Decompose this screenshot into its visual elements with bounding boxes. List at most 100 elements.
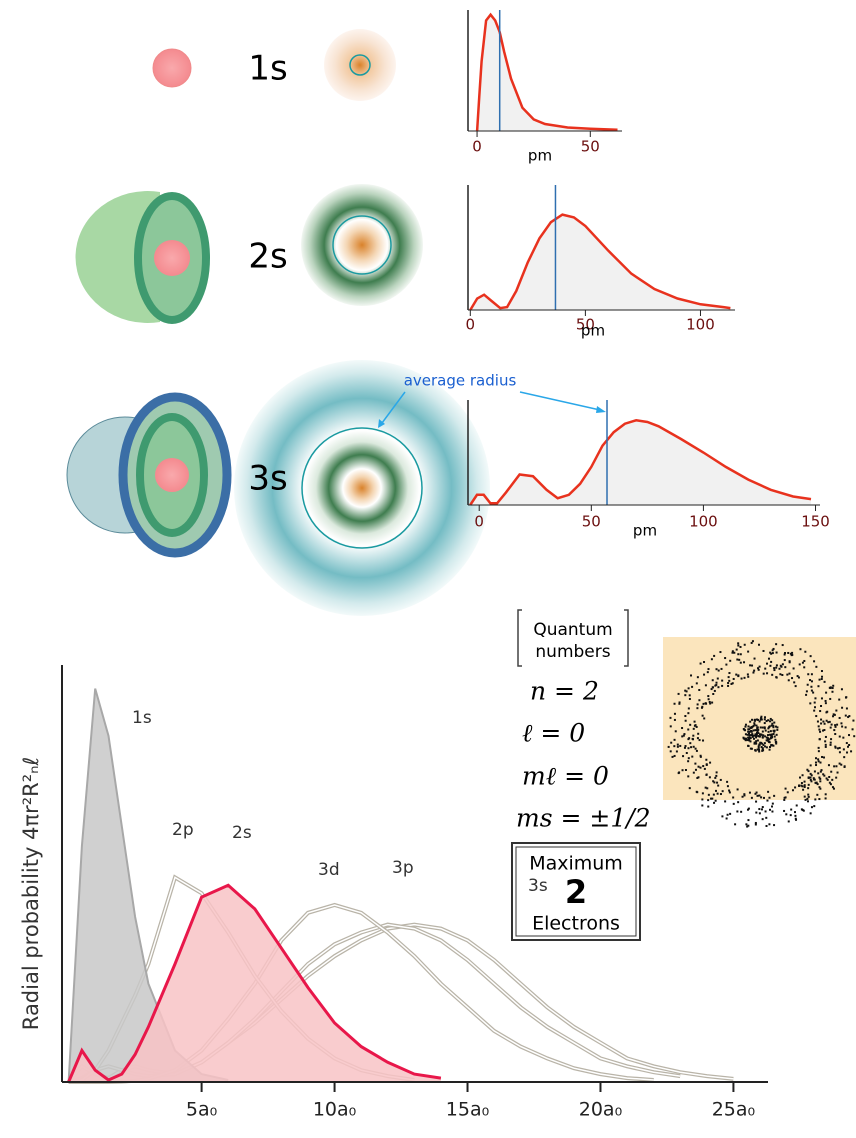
dot [774, 736, 776, 738]
dot [685, 769, 687, 771]
dot [764, 668, 766, 670]
dot [747, 725, 749, 727]
dot [750, 734, 752, 736]
x-tick-label: 150 [801, 513, 830, 531]
dot [688, 737, 690, 739]
dot [756, 725, 758, 727]
dot [762, 818, 764, 820]
dot [787, 791, 789, 793]
dot [758, 744, 760, 746]
dot [755, 812, 757, 814]
annotation: average radius [404, 372, 517, 390]
dot [784, 666, 786, 668]
dot [830, 744, 832, 746]
dot [697, 733, 699, 735]
dot [740, 662, 742, 664]
dot [701, 804, 703, 806]
dot [746, 826, 748, 828]
dot [758, 751, 760, 753]
dot [744, 644, 746, 646]
dot [766, 825, 768, 827]
dot [731, 652, 733, 654]
dot [693, 772, 695, 774]
dot [818, 725, 820, 727]
dot [769, 665, 771, 667]
dot [766, 737, 768, 739]
dot [702, 740, 704, 742]
dot [743, 661, 745, 663]
x-tick-label: 100 [689, 513, 718, 531]
dot [751, 719, 753, 721]
dot [688, 747, 690, 749]
dot [806, 690, 808, 692]
dot [705, 703, 707, 705]
core [154, 240, 190, 276]
dot [765, 730, 767, 732]
dot [790, 809, 792, 811]
dot [802, 774, 804, 776]
dot [721, 685, 723, 687]
dot [706, 764, 708, 766]
dot [745, 823, 747, 825]
dot [809, 679, 811, 681]
dot [818, 750, 820, 752]
dot [678, 772, 680, 774]
dot [714, 777, 716, 779]
dot [810, 779, 812, 781]
orbital-2s [301, 184, 423, 306]
dot [807, 787, 809, 789]
dot [679, 745, 681, 747]
dot [744, 726, 746, 728]
dot [814, 798, 816, 800]
dot [775, 643, 777, 645]
dot [740, 653, 742, 655]
dot [762, 650, 764, 652]
dot [708, 698, 710, 700]
dot [770, 730, 772, 732]
dot [756, 792, 758, 794]
dot [834, 724, 836, 726]
dot [753, 670, 755, 672]
dot [819, 762, 821, 764]
dot [741, 678, 743, 680]
dot [805, 694, 807, 696]
dot [787, 652, 789, 654]
dot [715, 790, 717, 792]
dot [828, 776, 830, 778]
dot [748, 745, 750, 747]
area-fill [470, 420, 811, 505]
dot [766, 663, 768, 665]
dot [768, 726, 770, 728]
dot [814, 697, 816, 699]
dot [807, 770, 809, 772]
dot [763, 797, 765, 799]
dot [757, 739, 759, 741]
orbital-label: 3s [248, 459, 287, 499]
dot [781, 674, 783, 676]
dot [811, 690, 813, 692]
dot [832, 687, 834, 689]
dot [769, 720, 771, 722]
dot [669, 717, 671, 719]
dot [697, 703, 699, 705]
dot [810, 764, 812, 766]
dot [672, 756, 674, 758]
quantum-number: n = 2 [530, 677, 599, 706]
dot [807, 794, 809, 796]
dot [840, 764, 842, 766]
orbital-label: 1s [248, 49, 287, 89]
dot [842, 737, 844, 739]
dot [834, 714, 836, 716]
dot [845, 726, 847, 728]
dot [844, 765, 846, 767]
dot [696, 726, 698, 728]
dot [738, 659, 740, 661]
dot [768, 823, 770, 825]
dot [691, 756, 693, 758]
dot [819, 710, 821, 712]
dot [682, 769, 684, 771]
dot [810, 812, 812, 814]
dot [793, 681, 795, 683]
dot [689, 694, 691, 696]
dot [687, 728, 689, 730]
